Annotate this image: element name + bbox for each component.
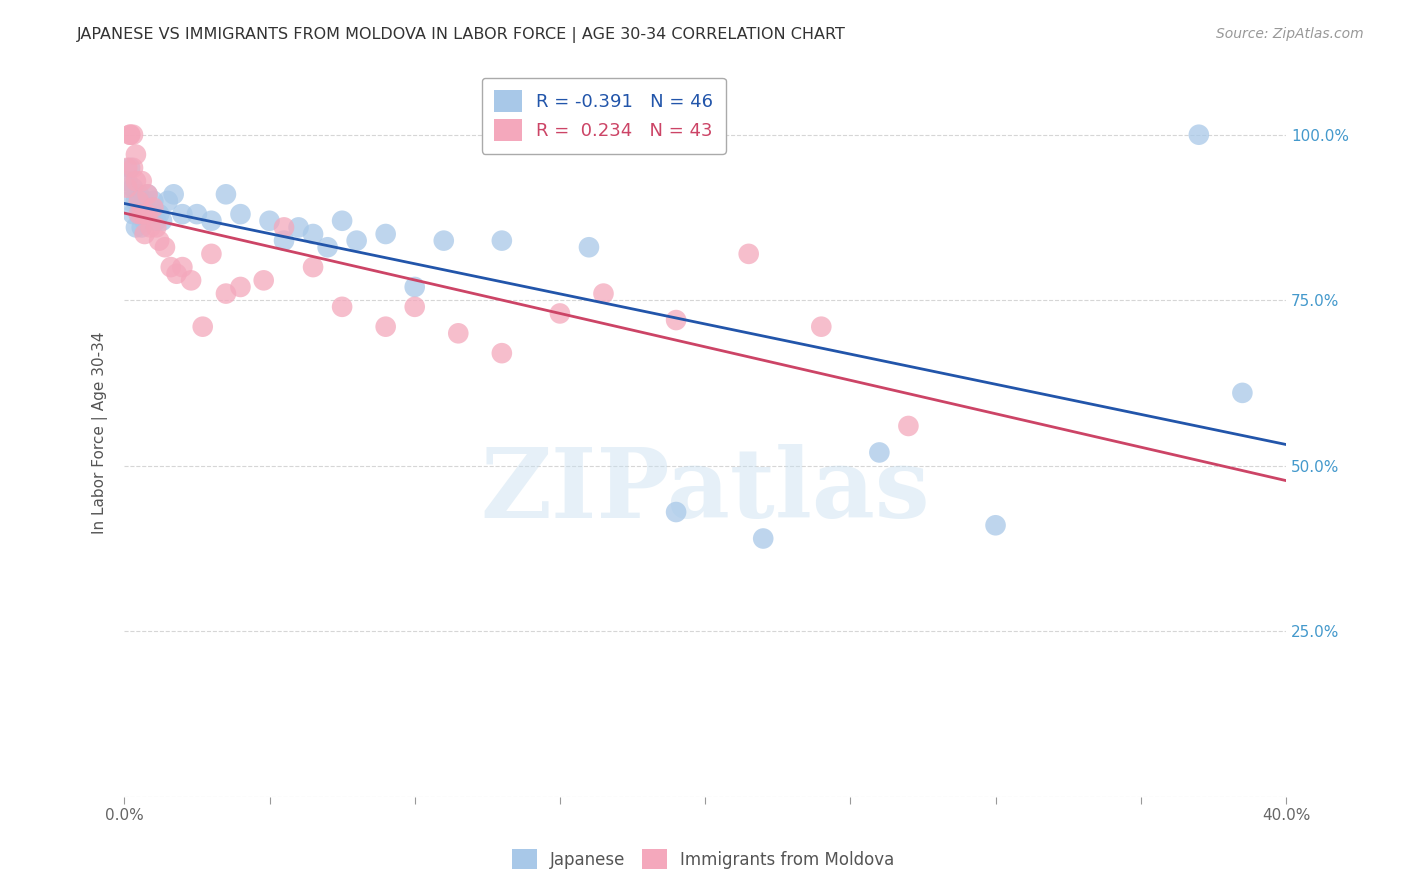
Point <box>142 194 165 208</box>
Point <box>491 346 513 360</box>
Point <box>134 194 156 208</box>
Point <box>665 505 688 519</box>
Point <box>215 286 238 301</box>
Point <box>136 187 159 202</box>
Point <box>163 187 186 202</box>
Point <box>273 220 295 235</box>
Point <box>330 300 353 314</box>
Point <box>172 207 194 221</box>
Point <box>548 306 571 320</box>
Point <box>120 128 142 142</box>
Point <box>302 260 325 274</box>
Point <box>122 180 145 194</box>
Point <box>984 518 1007 533</box>
Point <box>404 300 426 314</box>
Point <box>180 273 202 287</box>
Point <box>120 161 142 175</box>
Y-axis label: In Labor Force | Age 30-34: In Labor Force | Age 30-34 <box>93 331 108 533</box>
Point <box>302 227 325 241</box>
Point <box>172 260 194 274</box>
Point <box>229 280 252 294</box>
Text: JAPANESE VS IMMIGRANTS FROM MOLDOVA IN LABOR FORCE | AGE 30-34 CORRELATION CHART: JAPANESE VS IMMIGRANTS FROM MOLDOVA IN L… <box>77 27 846 43</box>
Point <box>136 187 159 202</box>
Point <box>125 194 148 208</box>
Point <box>120 128 142 142</box>
Point <box>148 234 170 248</box>
Point <box>115 180 138 194</box>
Point <box>287 220 309 235</box>
Point <box>136 207 159 221</box>
Point <box>125 147 148 161</box>
Point <box>150 214 173 228</box>
Point <box>191 319 214 334</box>
Point <box>592 286 614 301</box>
Point <box>122 161 145 175</box>
Point <box>433 234 456 248</box>
Point <box>148 207 170 221</box>
Point <box>374 319 396 334</box>
Point <box>134 227 156 241</box>
Point <box>374 227 396 241</box>
Point <box>153 240 176 254</box>
Point <box>115 161 138 175</box>
Point <box>139 220 162 235</box>
Point <box>215 187 238 202</box>
Point <box>128 194 150 208</box>
Point <box>145 214 167 228</box>
Point <box>737 247 759 261</box>
Point <box>578 240 600 254</box>
Point <box>868 445 890 459</box>
Point <box>122 128 145 142</box>
Point <box>125 220 148 235</box>
Point <box>115 174 138 188</box>
Text: ZIPatlas: ZIPatlas <box>481 444 929 538</box>
Point <box>131 207 153 221</box>
Point <box>200 247 222 261</box>
Legend: R = -0.391   N = 46, R =  0.234   N = 43: R = -0.391 N = 46, R = 0.234 N = 43 <box>482 78 725 154</box>
Point <box>1232 385 1254 400</box>
Point <box>229 207 252 221</box>
Point <box>128 187 150 202</box>
Point <box>200 214 222 228</box>
Point <box>259 214 281 228</box>
Point <box>131 201 153 215</box>
Point <box>145 220 167 235</box>
Point <box>125 174 148 188</box>
Point <box>491 234 513 248</box>
Point <box>120 194 142 208</box>
Point <box>253 273 276 287</box>
Point <box>166 267 188 281</box>
Legend: Japanese, Immigrants from Moldova: Japanese, Immigrants from Moldova <box>502 838 904 880</box>
Point <box>752 532 775 546</box>
Point <box>346 234 368 248</box>
Point <box>330 214 353 228</box>
Point <box>136 207 159 221</box>
Point <box>404 280 426 294</box>
Point <box>1188 128 1211 142</box>
Point <box>128 207 150 221</box>
Point <box>273 234 295 248</box>
Point <box>122 207 145 221</box>
Point <box>159 260 181 274</box>
Point <box>810 319 832 334</box>
Point <box>131 174 153 188</box>
Point <box>134 214 156 228</box>
Point <box>134 207 156 221</box>
Point <box>156 194 179 208</box>
Point <box>316 240 339 254</box>
Point <box>186 207 208 221</box>
Point <box>131 220 153 235</box>
Point <box>665 313 688 327</box>
Point <box>447 326 470 341</box>
Point <box>128 207 150 221</box>
Point <box>142 207 165 221</box>
Point <box>142 201 165 215</box>
Text: Source: ZipAtlas.com: Source: ZipAtlas.com <box>1216 27 1364 41</box>
Point <box>139 201 162 215</box>
Point <box>897 419 920 434</box>
